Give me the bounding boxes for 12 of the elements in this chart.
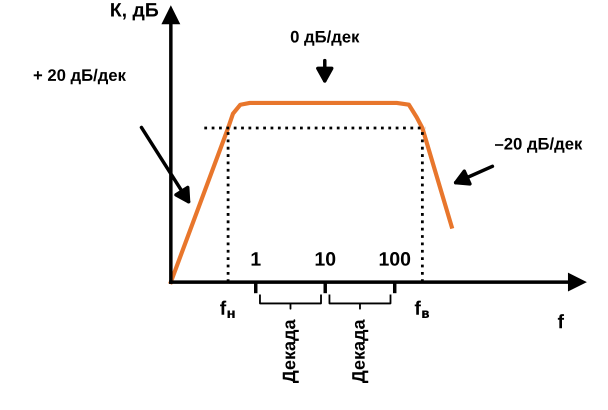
ref-line-label: f$_{в}$	[414, 300, 430, 318]
ref-line-label: f$_{н}$	[220, 300, 235, 318]
x-tick-label: 100	[380, 252, 410, 266]
text: 0 дБ/дек	[290, 30, 360, 46]
y-axis-title: К, дБ	[111, 3, 158, 20]
text: + 20 дБ/дек	[34, 68, 126, 84]
x-tick-label: 1	[252, 252, 261, 266]
x-tick-label: 10	[316, 252, 336, 266]
text: Декада	[282, 319, 299, 383]
x-axis-title: f	[558, 314, 564, 328]
text: Декада	[352, 319, 368, 383]
annotation: –20 дБ/дек	[495, 137, 582, 153]
